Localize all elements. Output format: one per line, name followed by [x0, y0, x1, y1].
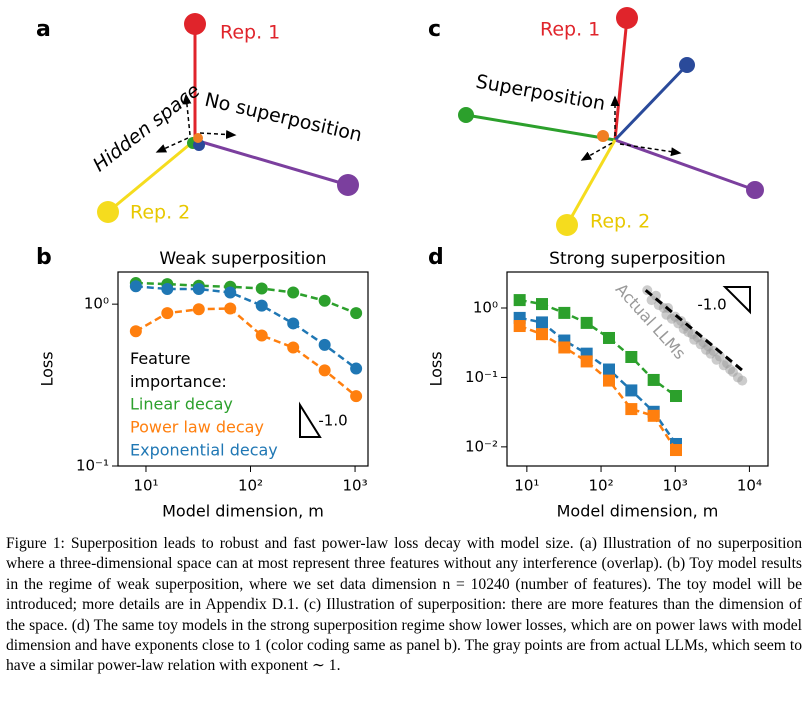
x-axis-label: Model dimension, m: [162, 502, 324, 521]
x-tick-label: 10⁴: [737, 477, 762, 495]
x-tick-label: 10¹: [514, 477, 539, 495]
x-tick-label: 10³: [342, 477, 367, 495]
marker: [255, 282, 268, 295]
legend-entry: Exponential decay: [130, 441, 278, 460]
y-axis-label: Loss: [427, 351, 446, 386]
trend-line: [644, 289, 746, 374]
panel-label: d: [428, 245, 444, 270]
marker: [580, 355, 593, 368]
marker: [129, 280, 142, 293]
marker: [161, 283, 174, 296]
rep2-label: Rep. 2: [130, 202, 190, 224]
diagram-c: [458, 7, 764, 236]
marker: [602, 331, 615, 344]
marker: [558, 341, 571, 354]
slope-label: -1.0: [697, 296, 726, 314]
marker: [287, 286, 300, 299]
marker: [535, 298, 548, 311]
marker: [602, 374, 615, 387]
x-axis-label: Model dimension, m: [557, 502, 719, 521]
caption: Figure 1: Superposition leads to robust …: [6, 535, 802, 675]
series-line: [519, 324, 678, 451]
x-tick-label: 10²: [238, 477, 263, 495]
slope-triangle: [299, 401, 322, 438]
legend-entry: Power law decay: [130, 418, 264, 437]
marker: [558, 306, 571, 319]
superposition-label: Superposition: [474, 71, 607, 115]
rep1-label: Rep. 1: [540, 19, 600, 41]
marker: [625, 403, 638, 416]
marker: [161, 307, 174, 320]
chart-title: Weak superposition: [159, 249, 326, 269]
y-tick-label: 10⁰: [84, 295, 109, 313]
panel-label: a: [36, 17, 51, 42]
plot-frame: [117, 271, 369, 467]
panel-label: b: [36, 245, 52, 270]
marker: [287, 317, 300, 330]
rep1-label: Rep. 1: [220, 22, 280, 44]
chart-title: Strong superposition: [549, 249, 726, 269]
llm-point: [650, 290, 661, 301]
marker: [513, 320, 526, 333]
marker: [318, 294, 331, 307]
no-superposition-label: No superposition: [203, 89, 364, 147]
marker: [625, 350, 638, 363]
marker: [318, 338, 331, 351]
y-axis-label: Loss: [38, 351, 57, 386]
x-tick-label: 10²: [588, 477, 613, 495]
x-tick-label: 10³: [663, 477, 688, 495]
marker: [255, 329, 268, 342]
panel-label: c: [428, 17, 441, 42]
marker: [580, 316, 593, 329]
marker: [350, 307, 363, 320]
legend-title: Feature importance:: [130, 349, 227, 391]
legend-entry: Linear decay: [130, 395, 233, 414]
marker: [129, 325, 142, 338]
slope-label: -1.0: [318, 412, 347, 430]
marker: [535, 316, 548, 329]
marker: [647, 409, 660, 422]
marker: [350, 390, 363, 403]
x-tick-label: 10¹: [133, 477, 158, 495]
marker: [513, 294, 526, 307]
marker: [192, 283, 205, 296]
llm-point: [714, 351, 725, 362]
diagram-a: [97, 13, 359, 223]
marker: [625, 384, 638, 397]
marker: [669, 444, 682, 457]
y-tick-label: 10⁻²: [465, 437, 498, 455]
marker: [318, 364, 331, 377]
y-tick-label: 10⁻¹: [76, 457, 109, 475]
rep2-label: Rep. 2: [590, 211, 650, 233]
marker: [255, 299, 268, 312]
marker: [287, 341, 300, 354]
slope-triangle: [722, 286, 751, 315]
y-tick-label: 10⁻¹: [465, 368, 498, 386]
marker: [669, 390, 682, 403]
marker: [224, 302, 237, 315]
hidden-space-label: Hidden space: [89, 79, 204, 176]
marker: [602, 363, 615, 376]
llm-point: [737, 375, 748, 386]
marker: [192, 303, 205, 316]
marker: [350, 362, 363, 375]
y-tick-label: 10⁰: [473, 298, 498, 316]
marker: [647, 373, 660, 386]
plot-frame: [506, 271, 769, 467]
figure-graphics: a Rep. 1 Rep. 2 No superposition Hidden …: [36, 7, 769, 521]
marker: [535, 328, 548, 341]
marker: [224, 286, 237, 299]
